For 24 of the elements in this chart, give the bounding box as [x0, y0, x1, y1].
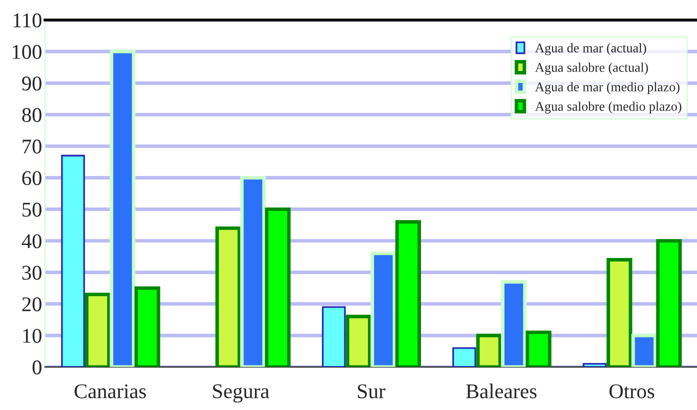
bar: [582, 363, 607, 367]
y-tick-label: 10: [23, 328, 42, 343]
y-tick-label: 30: [22, 266, 42, 280]
legend-label: Agua de mar (medio plazo): [535, 82, 680, 94]
y-tick-label: 80: [22, 108, 42, 122]
bar: [61, 154, 85, 367]
y-tick-label: 40: [22, 234, 42, 248]
y-tick-label: 100: [12, 44, 42, 59]
x-tick-label: Canarias: [74, 384, 146, 398]
legend-label: Agua salobre (actual): [535, 62, 648, 75]
legend-label: Agua salobre (medio plazo): [535, 102, 682, 114]
x-tick-label: Segura: [213, 384, 270, 403]
y-tick-label: 70: [22, 140, 42, 154]
y-tick-label: 20: [22, 297, 42, 312]
y-tick-label: 110: [14, 13, 42, 28]
y-tick-label: 50: [22, 202, 42, 217]
legend-label: Agua de mar (actual): [535, 43, 646, 56]
y-tick-label: 90: [22, 76, 42, 91]
x-tick-label: Baleares: [466, 384, 536, 398]
y-tick-label: 0: [32, 360, 42, 374]
bar: [452, 347, 476, 367]
x-tick-label: Otros: [610, 384, 654, 398]
y-tick-label: 60: [22, 171, 42, 186]
x-tick-label: Sur: [358, 384, 386, 398]
